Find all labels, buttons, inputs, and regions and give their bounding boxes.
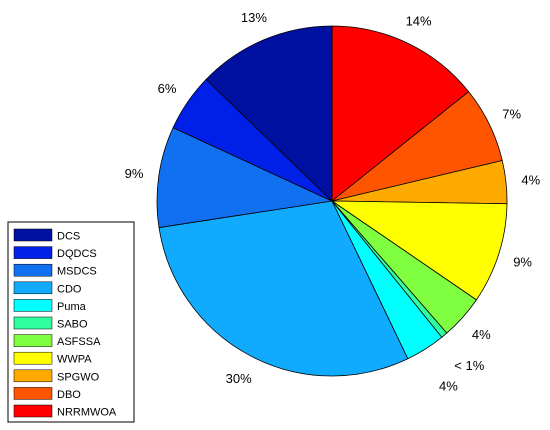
legend-label-msdcs: MSDCS — [57, 266, 97, 278]
legend-label-cdo: CDO — [57, 283, 82, 295]
percent-label-sabo: < 1% — [454, 358, 484, 373]
percent-label-nrrmwoa: 14% — [406, 14, 432, 29]
legend-swatch-sabo — [13, 316, 53, 330]
percent-label-asfssa: 4% — [472, 327, 491, 342]
legend-label-nrrmwoa: NRRMWOA — [57, 407, 117, 419]
slice-msdcs — [156, 127, 334, 229]
legend-swatch-cdo — [13, 281, 53, 295]
percent-label-puma: 4% — [439, 378, 458, 393]
legend-label-dqdcs: DQDCS — [57, 248, 97, 260]
percent-label-dbo: 7% — [502, 106, 521, 121]
legend-swatch-asfssa — [13, 334, 53, 347]
legend-label-wwpa: WWPA — [57, 354, 92, 366]
legend-label-sabo: SABO — [57, 319, 88, 331]
legend-label-dcs: DCS — [57, 231, 80, 243]
legend-swatch-nrrmwoa — [13, 404, 53, 418]
percent-label-msdcs: 9% — [125, 166, 144, 181]
legend-label-asfssa: ASFSSA — [57, 336, 101, 348]
legend-swatch-puma — [13, 299, 53, 312]
slice-dcs — [205, 25, 333, 202]
legend-swatch-msdcs — [13, 263, 53, 277]
legend-swatch-dqdcs — [13, 246, 53, 259]
legend-label-spgwo: SPGWO — [57, 371, 100, 383]
percent-label-cdo: 30% — [226, 371, 252, 386]
percent-label-dqdcs: 6% — [158, 81, 177, 96]
legend-swatch-wwpa — [13, 351, 53, 365]
legend-label-puma: Puma — [57, 301, 87, 313]
legend-swatch-dbo — [13, 387, 53, 400]
percent-labels: 14% 7% 4% 9% 4% < 1% 4% 30% 9% 6% 13% — [125, 10, 541, 393]
legend-swatch-spgwo — [13, 369, 53, 383]
legend: DCS DQDCS MSDCS CDO Puma SABO ASFSSA WWPA SPGWO D… — [7, 221, 135, 423]
percent-label-wwpa: 9% — [513, 255, 532, 270]
legend-label-dbo: DBO — [57, 389, 81, 401]
slice-wwpa — [330, 200, 508, 301]
pie-slices — [156, 25, 508, 377]
percent-label-dcs: 13% — [241, 10, 267, 25]
slice-cdo — [158, 200, 409, 377]
percent-label-spgwo: 4% — [521, 172, 540, 187]
slice-nrrmwoa — [331, 25, 470, 202]
legend-swatch-dcs — [13, 228, 53, 242]
